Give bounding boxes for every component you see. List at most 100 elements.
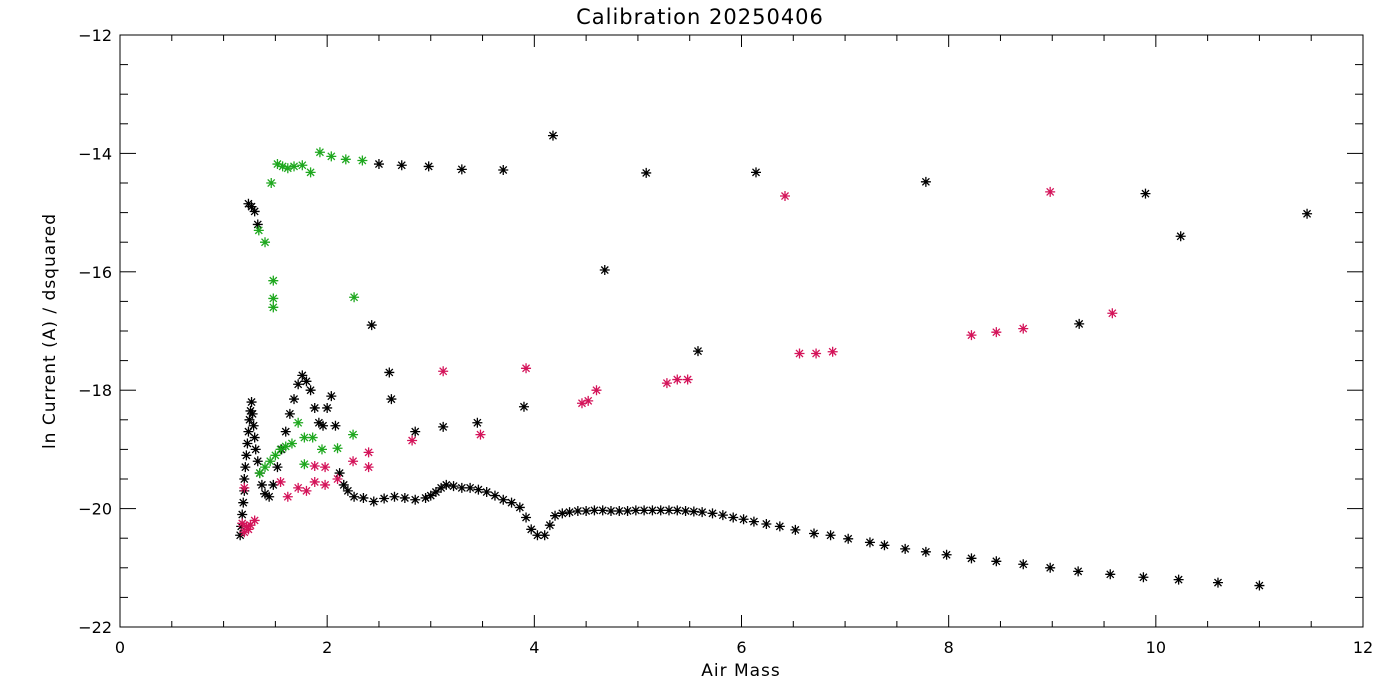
x-tick-label: 10: [1146, 638, 1166, 657]
data-point-series-1: [550, 510, 561, 521]
data-point-series-3: [293, 482, 304, 493]
data-point-series-3: [239, 527, 250, 538]
data-point-series-3: [1018, 323, 1029, 334]
data-point-series-3: [363, 462, 374, 473]
x-axis-label: Air Mass: [701, 661, 781, 681]
data-point-series-1: [581, 505, 592, 516]
data-point-series-3: [363, 447, 374, 458]
data-point-series-1: [966, 553, 977, 564]
data-point-series-1: [1302, 208, 1313, 219]
data-point-series-1: [342, 485, 353, 496]
data-point-series-3: [320, 479, 331, 490]
data-point-series-1: [240, 462, 251, 473]
data-point-series-1: [358, 492, 369, 503]
data-point-series-1: [498, 164, 509, 175]
data-point-series-1: [514, 502, 525, 513]
data-point-series-1: [991, 556, 1002, 567]
data-point-series-2: [299, 432, 310, 443]
data-point-series-2: [307, 432, 318, 443]
data-point-series-1: [761, 518, 772, 529]
data-point-series-1: [564, 507, 575, 518]
data-point-series-3: [1045, 186, 1056, 197]
data-point-series-1: [920, 176, 931, 187]
data-point-series-3: [438, 366, 449, 377]
data-point-series-3: [282, 491, 293, 502]
data-point-series-1: [373, 159, 384, 170]
data-point-series-3: [794, 348, 805, 359]
data-point-series-1: [238, 497, 249, 508]
data-point-series-1: [246, 397, 257, 408]
data-point-series-1: [809, 528, 820, 539]
data-point-series-1: [825, 530, 836, 541]
data-point-series-1: [717, 510, 728, 521]
data-point-series-1: [521, 512, 532, 523]
data-point-series-2: [349, 292, 360, 303]
data-point-series-3: [309, 476, 320, 487]
data-point-series-1: [630, 505, 641, 516]
data-point-series-1: [1212, 577, 1223, 588]
data-point-series-2: [316, 444, 327, 455]
data-point-series-1: [235, 530, 246, 541]
data-point-series-1: [1175, 231, 1186, 242]
data-point-series-3: [320, 462, 331, 473]
x-tick-label: 6: [736, 638, 746, 657]
data-point-series-1: [268, 479, 279, 490]
data-point-series-1: [688, 506, 699, 517]
data-point-series-1: [622, 505, 633, 516]
data-point-series-3: [811, 348, 822, 359]
data-point-series-3: [237, 518, 248, 529]
data-point-series-1: [1173, 574, 1184, 585]
data-point-series-1: [244, 414, 255, 425]
data-point-series-3: [309, 460, 320, 471]
data-point-series-1: [297, 370, 308, 381]
data-point-series-1: [544, 520, 555, 531]
data-point-series-1: [641, 167, 652, 178]
data-point-series-2: [332, 443, 343, 454]
data-point-series-1: [318, 420, 329, 431]
data-point-series-1: [1105, 569, 1116, 580]
data-point-series-1: [692, 346, 703, 357]
data-point-series-1: [655, 505, 666, 516]
data-point-series-1: [748, 516, 759, 527]
data-point-series-1: [605, 505, 616, 516]
data-point-series-1: [647, 505, 658, 516]
data-point-series-1: [284, 408, 295, 419]
data-point-series-1: [572, 505, 583, 516]
data-point-series-2: [314, 147, 325, 158]
data-point-series-1: [313, 417, 324, 428]
data-point-series-1: [338, 479, 349, 490]
data-point-series-1: [1045, 562, 1056, 573]
data-point-series-1: [456, 482, 467, 493]
data-point-series-1: [425, 490, 436, 501]
data-point-series-1: [252, 219, 263, 230]
data-point-series-1: [301, 376, 312, 387]
data-point-series-1: [237, 509, 248, 520]
data-point-series-2: [275, 444, 286, 455]
data-point-series-3: [682, 374, 693, 385]
y-tick-label: −12: [78, 26, 112, 45]
data-point-series-1: [1138, 572, 1149, 583]
data-point-series-2: [268, 275, 279, 286]
data-point-series-1: [399, 492, 410, 503]
data-point-series-1: [326, 391, 337, 402]
data-point-series-1: [309, 402, 320, 413]
data-point-series-3: [966, 330, 977, 341]
data-point-series-1: [246, 201, 257, 212]
data-point-series-1: [305, 385, 316, 396]
data-point-series-1: [368, 496, 379, 507]
data-point-series-1: [456, 164, 467, 175]
y-tick-label: −20: [78, 500, 112, 519]
data-point-series-2: [282, 163, 293, 174]
data-point-series-1: [241, 450, 252, 461]
data-point-series-2: [280, 441, 291, 452]
data-point-series-1: [663, 505, 674, 516]
data-point-series-1: [1074, 318, 1085, 329]
data-point-series-1: [597, 505, 608, 516]
data-point-series-1: [738, 514, 749, 525]
data-point-series-1: [557, 508, 568, 519]
data-point-series-1: [379, 493, 390, 504]
y-axis-label: ln Current (A) / dsquared: [40, 212, 60, 450]
data-point-series-1: [250, 444, 261, 455]
data-point-series-1: [864, 537, 875, 548]
data-point-series-1: [697, 507, 708, 518]
